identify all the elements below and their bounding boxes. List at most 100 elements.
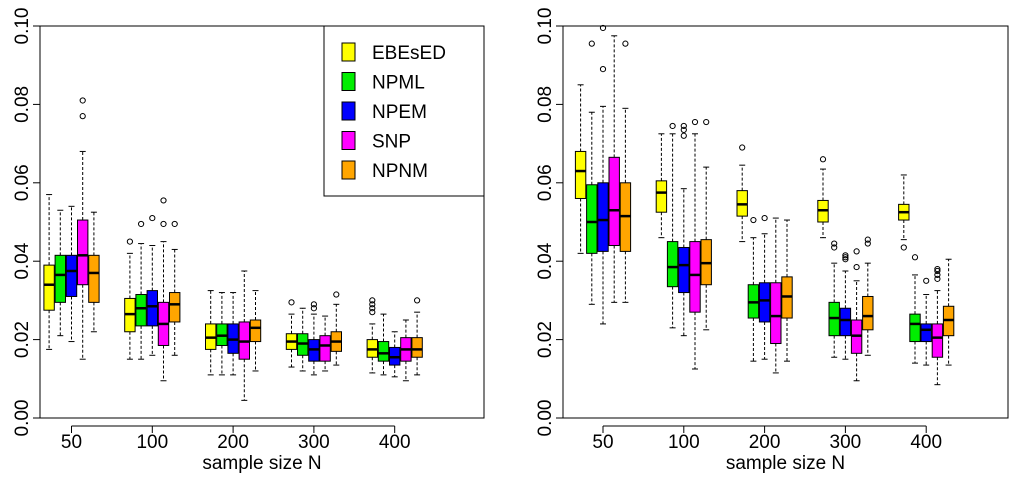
box-EBEsED-400 (366, 297, 379, 374)
box-body (909, 313, 921, 343)
y-tick-label: 0.00 (12, 400, 33, 437)
outlier-point (831, 240, 838, 247)
box-NPEM-50 (65, 205, 78, 343)
box-body (77, 219, 89, 286)
box-body (655, 180, 668, 213)
y-tick-label: 0.08 (535, 86, 556, 123)
outlier-point (853, 248, 860, 255)
box-NPEM-50 (597, 24, 609, 325)
legend-label-NPML: NPML (372, 73, 425, 94)
outlier-point (79, 113, 86, 120)
outlier-point (900, 244, 907, 251)
y-tick-label: 0.08 (12, 86, 33, 123)
y-tick-label: 0.10 (535, 8, 556, 45)
box-body (249, 319, 262, 343)
box-NPML-50 (54, 209, 66, 337)
outlier-point (369, 301, 376, 308)
box-SNP-400 (400, 319, 412, 382)
y-tick-label: 0.06 (535, 164, 556, 201)
box-SNP-200 (238, 270, 251, 401)
box-NPNM-400 (411, 297, 423, 376)
box-EBEsED-200 (205, 290, 217, 376)
chart-panel-1: 0.00 0.02 0.04 0.06 0.08 0.10 50 100 200 300 400 sa… (12, 8, 485, 474)
outlier-point (680, 126, 687, 133)
box-NPNM-50 (619, 40, 632, 303)
box-NPEM-300 (839, 252, 852, 360)
outlier-point (923, 277, 930, 284)
box-NPML-300 (828, 240, 840, 358)
box-SNP-400 (931, 265, 944, 386)
plot-frame (562, 25, 1009, 419)
x-tick-label: 200 (217, 432, 249, 453)
box-NPNM-300 (862, 236, 874, 356)
x-tick-label: 200 (749, 432, 781, 453)
outlier-point (369, 297, 376, 304)
box-body (169, 292, 181, 323)
box-NPNM-300 (330, 291, 343, 366)
y-tick-label: 0.04 (12, 242, 33, 279)
box-NPNM-100 (169, 220, 181, 356)
box-SNP-50 (608, 35, 620, 303)
box-body (920, 323, 932, 343)
box-NPML-200 (216, 292, 228, 376)
legend-swatch-NPML (341, 72, 356, 91)
box-EBEsED-100 (655, 133, 668, 239)
box-EBEsED-50 (43, 194, 55, 350)
box-body (597, 182, 609, 252)
y-tick-label: 0.02 (535, 321, 556, 358)
outlier-point (160, 197, 167, 204)
x-tick-label: 50 (592, 432, 613, 453)
box-EBEsED-400 (898, 174, 910, 251)
legend-label-EBEsED: EBEsED (372, 43, 446, 64)
outlier-point (138, 220, 145, 228)
legend-label-SNP: SNP (372, 132, 411, 153)
outlier-point (934, 265, 941, 273)
x-tick-label: 300 (298, 432, 330, 453)
x-tick-label: 100 (136, 432, 168, 453)
legend-swatch-NPNM (341, 160, 356, 180)
outlier-point (739, 144, 746, 151)
box-body (146, 290, 159, 327)
x-tick-label: 50 (61, 432, 82, 453)
box-SNP-100 (157, 197, 170, 382)
box-body (88, 254, 100, 303)
box-EBEsED-300 (817, 156, 829, 239)
outlier-point (680, 132, 687, 139)
box-NPNM-100 (700, 118, 712, 331)
outlier-point (333, 291, 340, 298)
outlier-point (79, 97, 86, 104)
box-EBEsED-200 (736, 144, 748, 243)
box-SNP-100 (689, 118, 701, 370)
box-NPML-50 (586, 40, 598, 305)
box-NPML-300 (297, 307, 309, 372)
outlier-point (831, 244, 838, 251)
box-body (586, 184, 598, 254)
outlier-point (160, 220, 167, 228)
y-tick-label: 0.06 (12, 164, 33, 201)
outlier-point (149, 214, 156, 222)
box-NPEM-200 (758, 214, 771, 360)
outlier-point (750, 216, 757, 224)
outlier-point (864, 236, 871, 243)
legend-swatch-SNP (341, 131, 356, 150)
box-body (65, 254, 78, 297)
plot-frame (39, 25, 485, 419)
box-body (770, 282, 782, 345)
outlier-point (680, 122, 687, 130)
box-body (689, 241, 701, 313)
chart-panel-2: 0.00 0.02 0.04 0.06 0.08 0.10 50 100 200 300 400 sa… (535, 8, 1009, 474)
outlier-point (126, 238, 133, 245)
outlier-point (288, 299, 295, 306)
outlier-point (842, 256, 849, 263)
y-tick-label: 0.02 (12, 321, 33, 358)
outlier-point (599, 66, 607, 73)
box-NPNM-200 (249, 290, 262, 372)
x-tick-label: 400 (910, 432, 942, 453)
box-NPML-100 (135, 220, 147, 360)
x-tick-label: 300 (830, 432, 862, 453)
box-SNP-200 (770, 217, 782, 374)
box-NPML-400 (909, 254, 921, 364)
outlier-point (842, 254, 849, 261)
box-body (608, 156, 620, 247)
box-body (43, 264, 55, 311)
